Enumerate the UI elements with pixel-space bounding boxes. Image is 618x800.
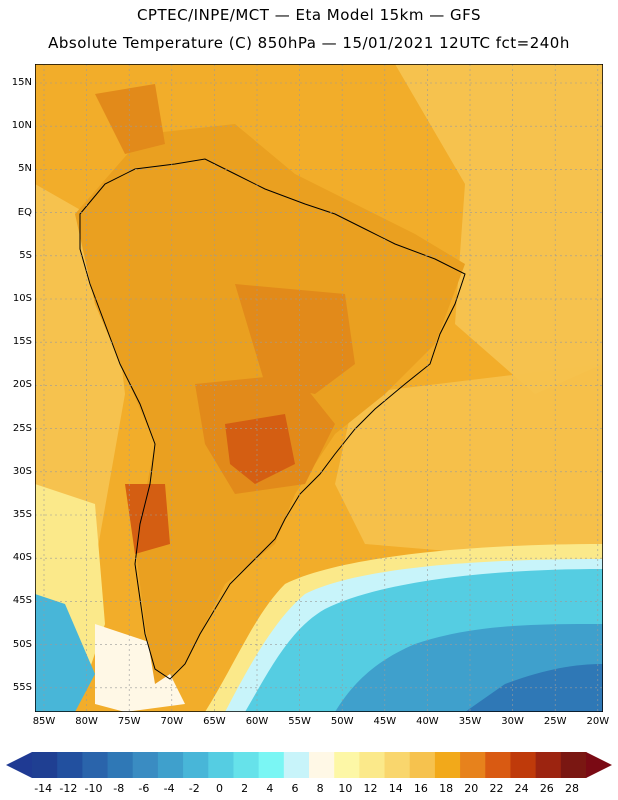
colorbar-label: -4: [163, 782, 175, 795]
longitude-label: 70W: [160, 716, 184, 727]
subtropical-band: [335, 364, 603, 564]
colorbar-label: 4: [266, 782, 274, 795]
colorbar-cell: [57, 752, 83, 778]
longitude-label: 55W: [288, 716, 311, 727]
title-line-1: CPTEC/INPE/MCT — Eta Model 15km — GFS: [136, 6, 482, 24]
colorbar-cell: [132, 752, 159, 778]
map-panel: [34, 63, 604, 713]
longitude-label: 60W: [245, 716, 269, 727]
latitude-label: 40S: [12, 552, 32, 564]
latitude-label: 30S: [12, 465, 32, 477]
colorbar-cell: [283, 752, 310, 778]
latitude-label: 45S: [12, 595, 32, 607]
colorbar-cell: [157, 752, 184, 778]
longitude-label: 80W: [75, 716, 98, 727]
colorbar-cell: [510, 752, 537, 778]
longitude-label: 45W: [373, 716, 397, 727]
colorbar: [6, 752, 612, 778]
colorbar-label: 2: [241, 782, 249, 795]
latitude-label: 50S: [12, 638, 32, 650]
colorbar-label: 24: [514, 782, 529, 795]
longitude-label: 75W: [117, 716, 141, 727]
patagonia-pale: [95, 624, 185, 712]
colorbar-cell: [258, 752, 285, 778]
hot-core-1: [225, 414, 295, 484]
longitude-label: 85W: [32, 716, 56, 727]
colorbar-cell: [183, 752, 209, 778]
north-warm-core: [95, 84, 165, 154]
latitude-label: 15N: [11, 77, 32, 88]
colorbar-label: 8: [316, 782, 324, 795]
colorbar-cell: [309, 752, 335, 778]
graticule: [35, 64, 603, 712]
colorbar-label: 20: [464, 782, 479, 795]
warm-core-1: [235, 284, 355, 394]
coldest-ocean: [465, 664, 603, 712]
colorbar-cell: [409, 752, 436, 778]
colorbar-cell: [334, 752, 360, 778]
colorbar-label: 14: [388, 782, 403, 795]
longitude-label: 35W: [458, 716, 482, 727]
colorbar-cell: [32, 752, 58, 778]
latitude-label: 35S: [12, 509, 32, 520]
longitude-label: 50W: [330, 716, 354, 727]
latitude-label: 10S: [12, 293, 32, 304]
temperature-map: [34, 63, 604, 713]
colorbar-cell: [535, 752, 562, 778]
longitude-label: 20W: [586, 716, 610, 727]
warm-ocean-band: [395, 64, 603, 394]
colorbar-under-arrow: [6, 752, 32, 778]
colorbar-label: 6: [291, 782, 299, 795]
colorbar-label: -12: [59, 782, 78, 795]
latitude-label: 15S: [12, 336, 32, 348]
colorbar-cell: [359, 752, 386, 778]
latitude-label: EQ: [17, 206, 32, 218]
colorbar-cells: [32, 752, 587, 778]
latitude-label: 55S: [12, 681, 32, 693]
longitude-label: 40W: [416, 716, 439, 727]
coastline: [79, 158, 466, 680]
colorbar-cell: [485, 752, 511, 778]
colorbar-cell: [208, 752, 234, 778]
colorbar-label: 0: [215, 782, 223, 795]
colorbar-over-arrow: [586, 752, 612, 778]
latitude-label: 5S: [19, 249, 32, 261]
colorbar-label: -2: [188, 782, 200, 795]
title-line-2: Absolute Temperature (C) 850hPa — 15/01/…: [48, 34, 570, 52]
colorbar-label: 28: [565, 782, 579, 795]
colorbar-label: -14: [34, 782, 53, 795]
latitude-label: 5N: [18, 163, 32, 175]
colorbar-cell: [233, 752, 260, 778]
latitude-label: 20S: [12, 379, 32, 391]
colorbar-label: 18: [439, 782, 454, 795]
latitude-label: 10N: [11, 120, 32, 132]
colorbar-cell: [560, 752, 587, 778]
latitude-label: 25S: [12, 422, 32, 434]
colorbar-cell: [384, 752, 411, 778]
longitude-label: 25W: [543, 716, 567, 727]
hot-core-2: [125, 484, 170, 554]
longitude-label: 30W: [501, 716, 524, 727]
colorbar-cell: [460, 752, 486, 778]
colorbar-cell: [82, 752, 109, 778]
colorbar-label: 16: [413, 782, 428, 795]
colorbar-label: 22: [489, 782, 504, 795]
colorbar-label: -8: [113, 782, 125, 795]
colorbar-label: -10: [84, 782, 103, 795]
longitude-label: 65W: [203, 716, 226, 727]
colorbar-label: 26: [539, 782, 554, 795]
southwest-cold: [35, 594, 95, 712]
colorbar-label: 12: [363, 782, 378, 795]
colorbar-cell: [434, 752, 461, 778]
colorbar-cell: [107, 752, 134, 778]
colorbar-label: -6: [138, 782, 150, 795]
colorbar-label: 10: [338, 782, 353, 795]
